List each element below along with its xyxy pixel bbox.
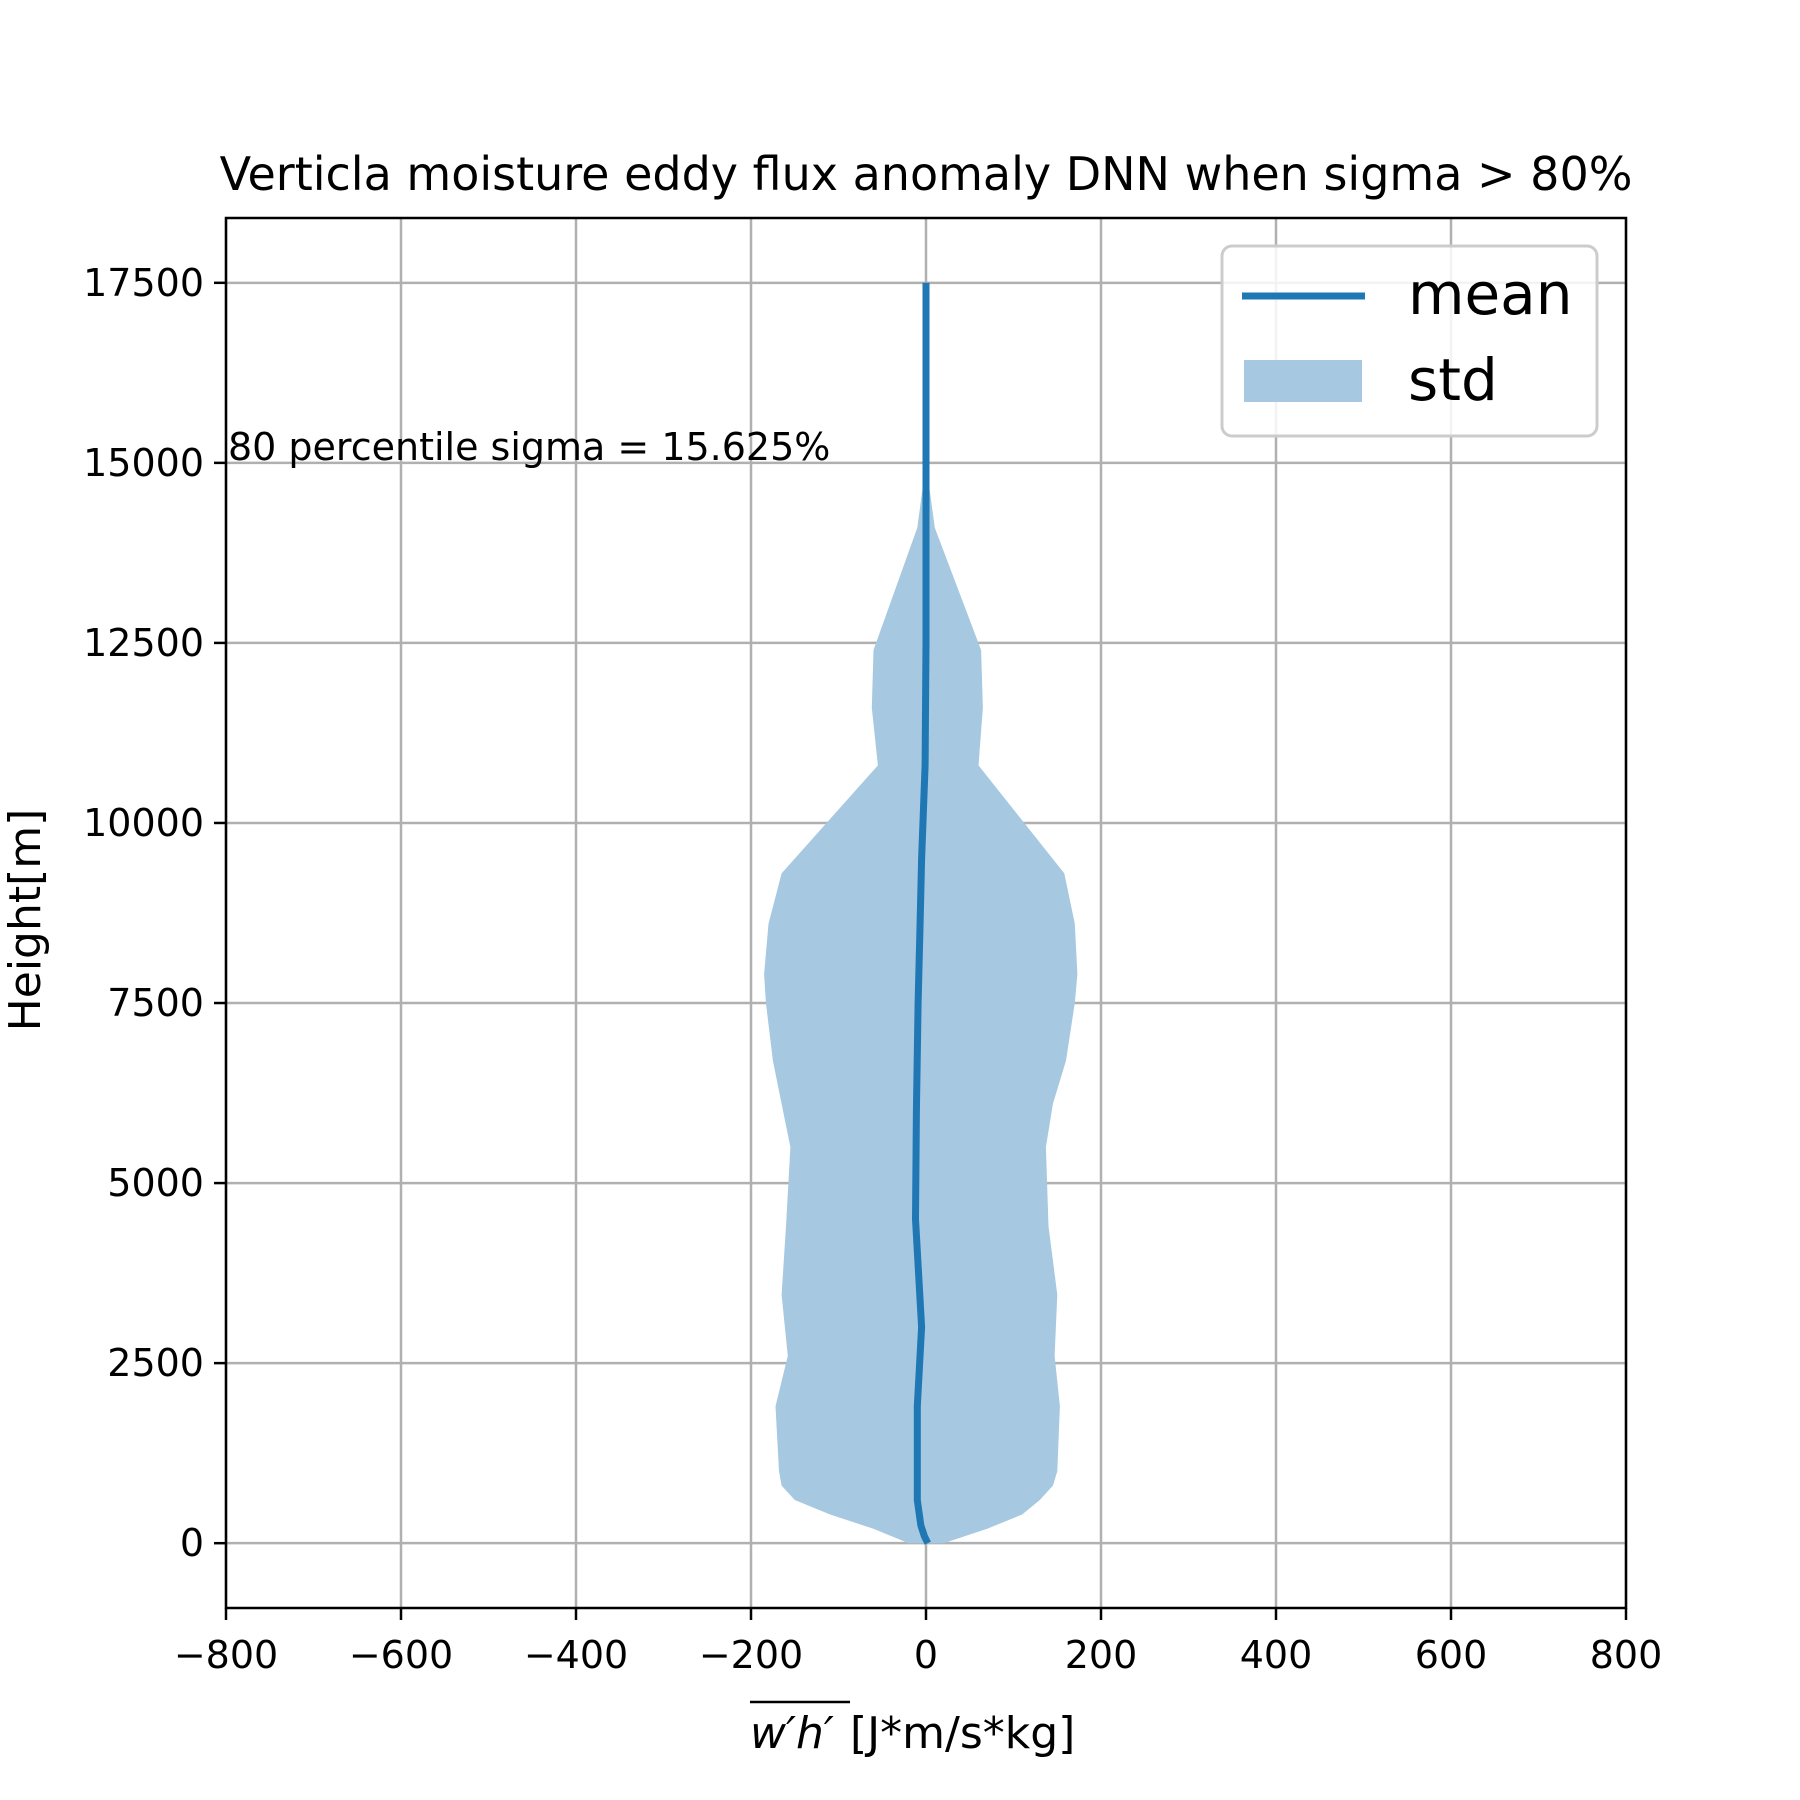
y-tick-label: 7500: [107, 981, 204, 1025]
legend-std-label: std: [1408, 346, 1498, 414]
x-axis-label: w′h′ [J*m/s*kg]: [750, 1700, 1075, 1759]
y-tick-label: 2500: [107, 1341, 204, 1385]
y-tick-label: 12500: [83, 621, 204, 665]
legend: mean std: [1220, 244, 1599, 438]
y-tick-label: 10000: [83, 801, 204, 845]
y-tick-label: 17500: [83, 261, 204, 305]
x-tick-label: 600: [1415, 1633, 1488, 1677]
y-tick-label: 0: [180, 1521, 204, 1565]
mean-line: [912, 282, 931, 1545]
legend-std-swatch: [1244, 360, 1362, 402]
x-tick-label: 200: [1065, 1633, 1138, 1677]
x-tick-label: −600: [349, 1633, 453, 1677]
y-tick-label: 15000: [83, 441, 204, 485]
x-tick-label: −400: [524, 1633, 628, 1677]
y-axis-ticks: 0 2500 5000 7500 10000 12500 15000 17500: [83, 261, 226, 1565]
x-tick-label: −800: [174, 1633, 278, 1677]
x-tick-label: 800: [1590, 1633, 1663, 1677]
legend-mean-label: mean: [1408, 260, 1572, 328]
y-axis-label: Height[m]: [0, 809, 51, 1032]
x-axis-ticks: −800 −600 −400 −200 0 200 400 600 800: [174, 1608, 1662, 1677]
annotation-text: 80 percentile sigma = 15.625%: [228, 425, 830, 469]
x-tick-label: 400: [1240, 1633, 1313, 1677]
x-axis-label-units: [J*m/s*kg]: [850, 1708, 1075, 1759]
y-tick-label: 5000: [107, 1161, 204, 1205]
x-tick-label: 0: [914, 1633, 938, 1677]
chart-title: Verticla moisture eddy flux anomaly DNN …: [220, 147, 1633, 201]
x-axis-label-term: w′h′: [750, 1708, 834, 1759]
mean-line-path: [912, 282, 931, 1545]
x-tick-label: −200: [699, 1633, 803, 1677]
